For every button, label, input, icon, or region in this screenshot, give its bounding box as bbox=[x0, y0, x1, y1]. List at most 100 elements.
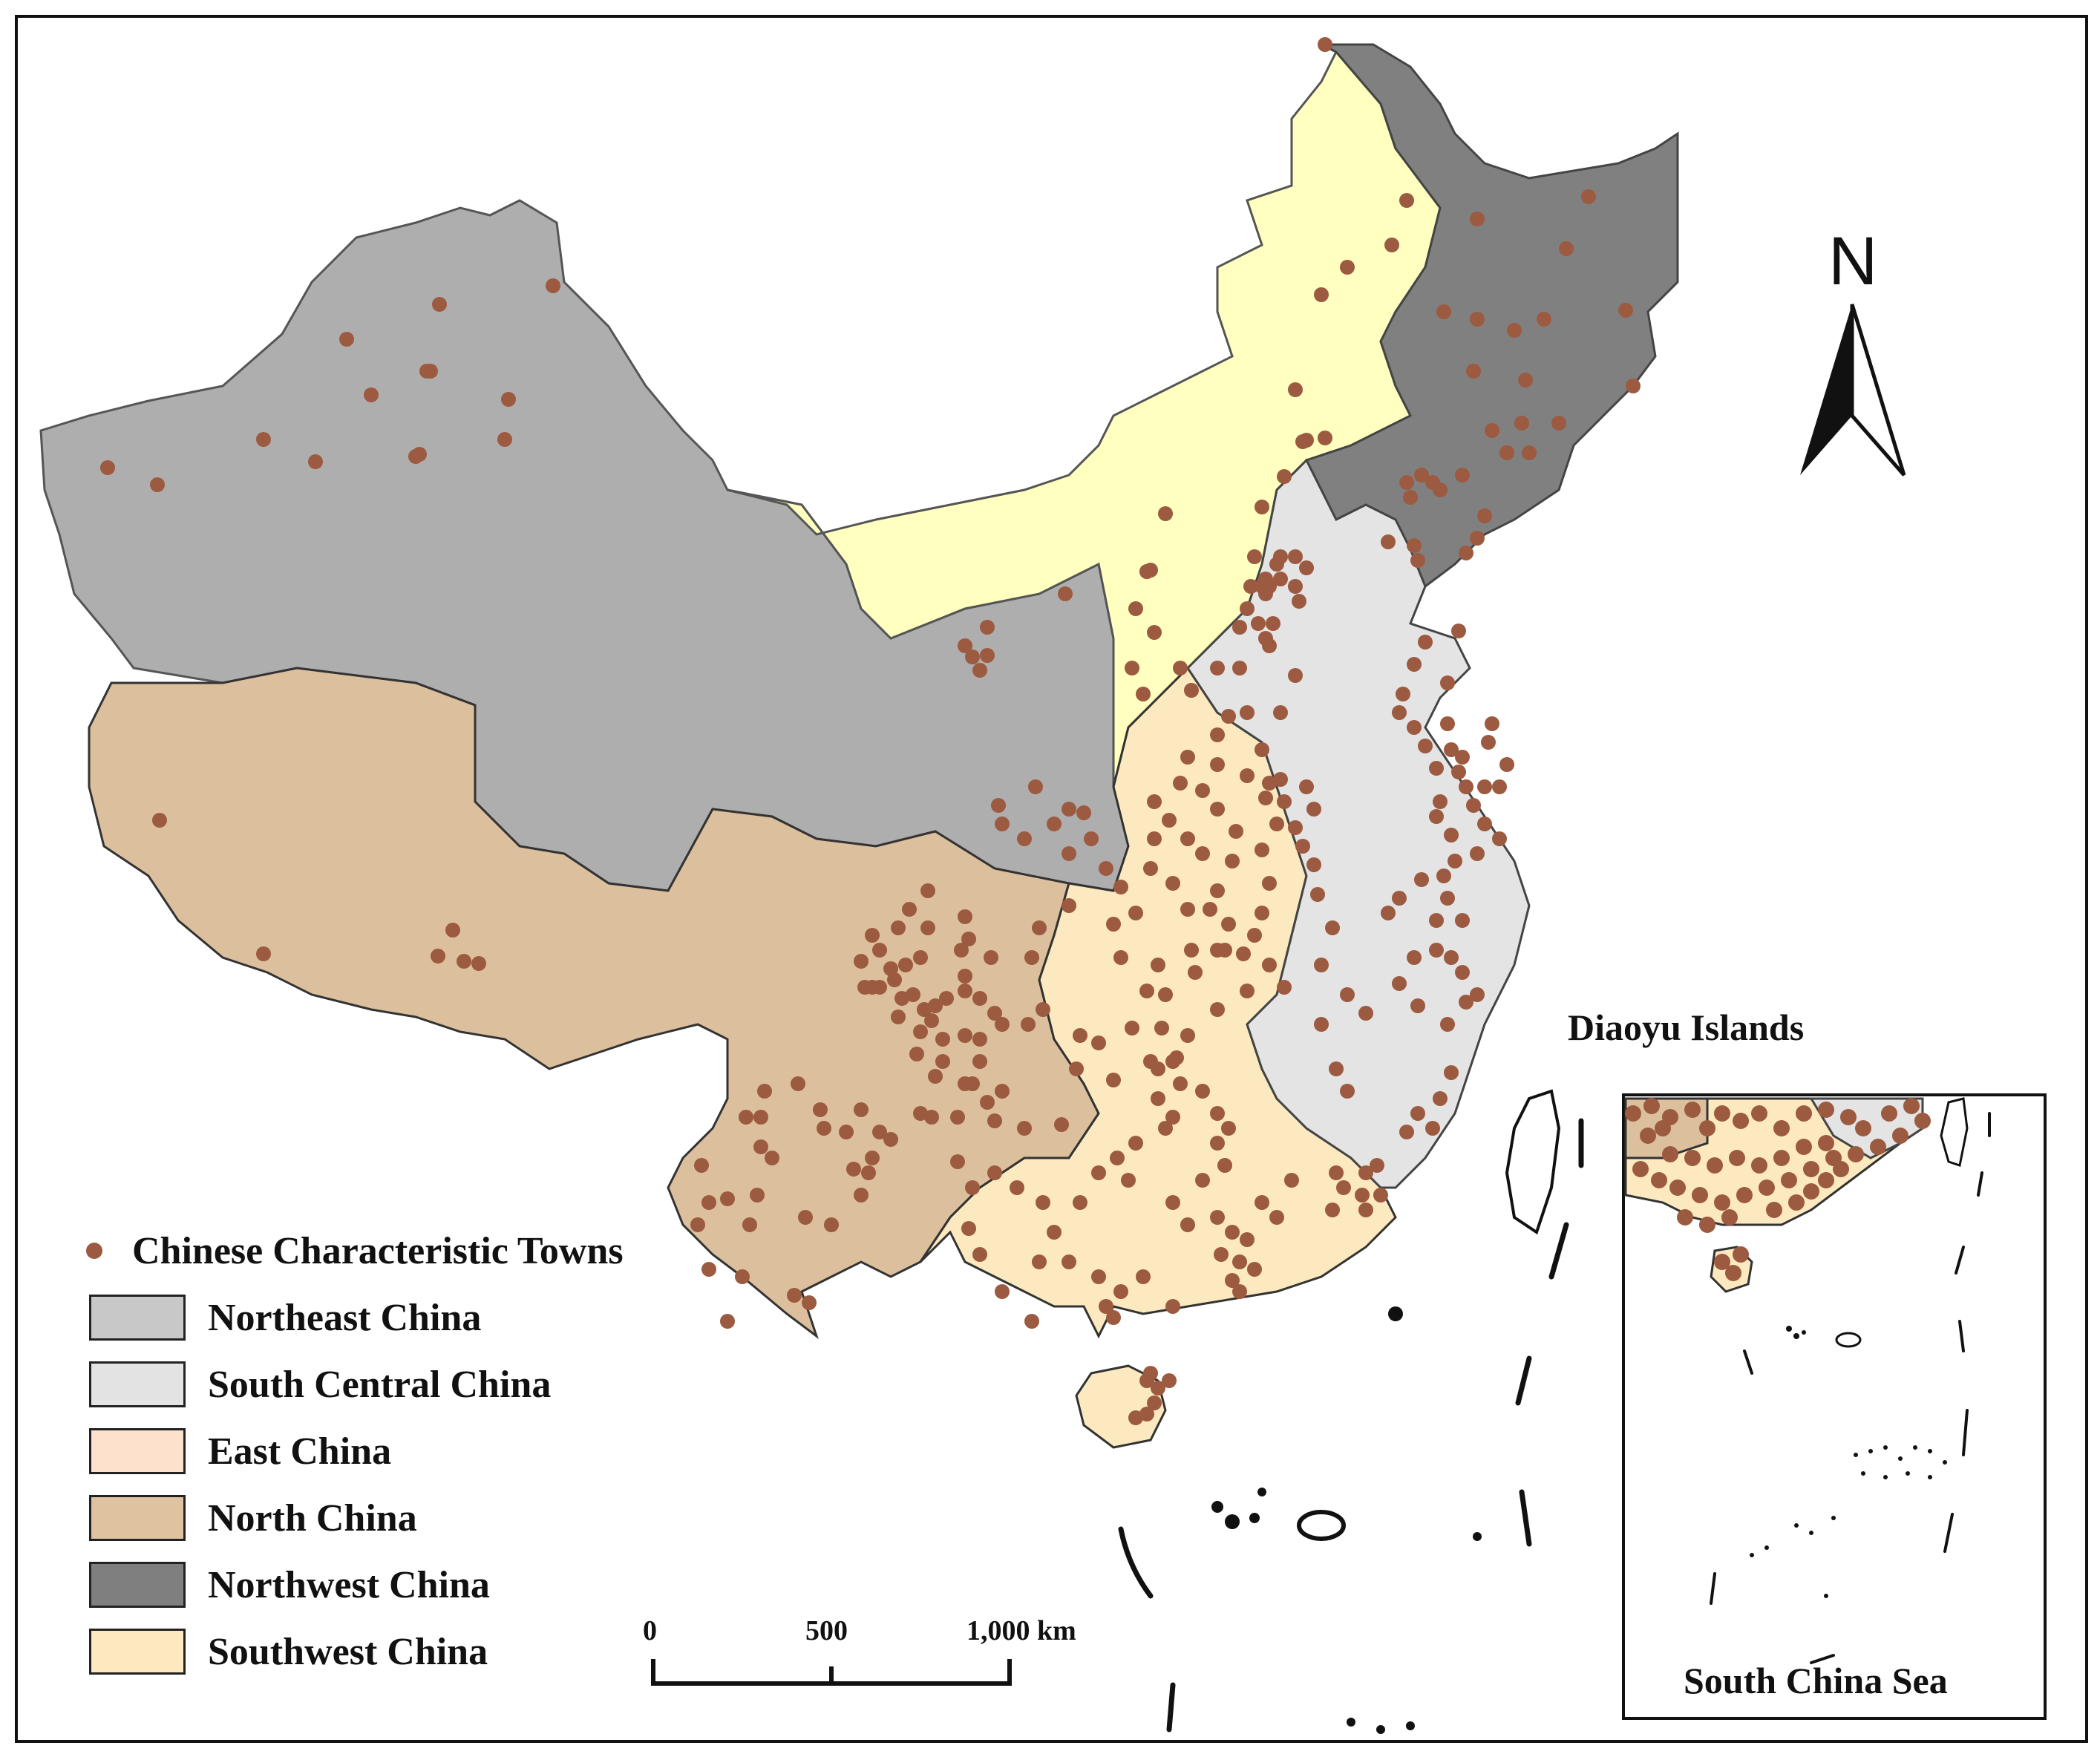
town-dot bbox=[787, 1288, 802, 1303]
town-dot bbox=[1551, 416, 1566, 431]
island-huangyan bbox=[1297, 1510, 1346, 1541]
town-dot bbox=[1358, 1006, 1373, 1021]
town-dot bbox=[928, 1069, 943, 1084]
town-dot bbox=[1165, 1299, 1180, 1314]
scale-tick-500: 500 bbox=[805, 1615, 848, 1646]
town-dot bbox=[1221, 709, 1236, 724]
town-dot bbox=[1028, 779, 1043, 794]
inset-town-dot bbox=[1640, 1128, 1656, 1144]
town-dot bbox=[1062, 802, 1076, 817]
town-dot bbox=[1455, 965, 1470, 980]
inset-town-dot bbox=[1684, 1102, 1701, 1118]
town-dot bbox=[1203, 902, 1217, 917]
town-dot bbox=[694, 1158, 709, 1173]
town-dot bbox=[1507, 323, 1522, 338]
inset-town-dot bbox=[1870, 1139, 1886, 1155]
town-dot bbox=[1036, 1002, 1050, 1017]
inset-town-dot bbox=[1796, 1105, 1812, 1122]
inset-town-dot bbox=[1788, 1194, 1805, 1211]
town-dot bbox=[1444, 950, 1459, 965]
north-arrow-icon bbox=[1800, 304, 1906, 477]
town-dot bbox=[1210, 1002, 1225, 1017]
inset-town-dot bbox=[1818, 1135, 1834, 1151]
town-dot bbox=[1470, 212, 1485, 226]
town-dot bbox=[1295, 839, 1310, 854]
town-dot bbox=[854, 1102, 869, 1117]
town-dot bbox=[1180, 831, 1195, 846]
town-dot bbox=[1232, 1254, 1247, 1269]
town-dot bbox=[1180, 1217, 1195, 1232]
town-dot bbox=[1173, 661, 1188, 675]
town-dot bbox=[423, 364, 438, 379]
south-china-sea-boundary bbox=[1118, 1118, 1584, 1733]
town-dot bbox=[1340, 987, 1355, 1002]
town-dot bbox=[987, 1165, 1002, 1180]
town-dot bbox=[1229, 824, 1243, 839]
town-dot bbox=[1448, 854, 1462, 868]
town-dot bbox=[1440, 891, 1455, 906]
inset-town-dot bbox=[1699, 1120, 1715, 1136]
town-dot bbox=[1151, 1091, 1165, 1106]
town-dot bbox=[701, 1195, 716, 1210]
town-dot bbox=[1217, 943, 1232, 958]
town-dot bbox=[1255, 1195, 1269, 1210]
town-dot bbox=[906, 987, 920, 1002]
inset-town-dot bbox=[1699, 1217, 1715, 1233]
legend-region-row: North China bbox=[67, 1485, 624, 1551]
town-dot bbox=[1414, 468, 1429, 482]
town-dot bbox=[913, 1106, 928, 1121]
town-dot bbox=[1292, 594, 1306, 609]
inset-town-dot bbox=[1669, 1179, 1686, 1196]
inset-town-dot bbox=[1881, 1105, 1897, 1122]
town-dot bbox=[256, 432, 271, 447]
legend-region-label: North China bbox=[208, 1496, 417, 1540]
legend-region-row: Northwest China bbox=[67, 1551, 624, 1618]
town-dot bbox=[1113, 1284, 1128, 1299]
town-dot bbox=[961, 1221, 976, 1236]
town-dot bbox=[902, 902, 917, 917]
north-arrow-label: N bbox=[1828, 223, 1878, 299]
town-dot bbox=[1021, 1017, 1036, 1032]
town-dot bbox=[1492, 779, 1507, 794]
town-dot bbox=[1429, 761, 1444, 776]
town-dot bbox=[1485, 423, 1499, 438]
town-dot bbox=[364, 387, 379, 402]
inset-town-dot bbox=[1714, 1194, 1730, 1211]
town-dot bbox=[839, 1125, 854, 1139]
town-dot bbox=[1407, 720, 1422, 735]
town-dot bbox=[1425, 1121, 1440, 1136]
town-dot bbox=[1410, 1106, 1425, 1121]
inset-town-dot bbox=[1892, 1128, 1908, 1144]
town-dot bbox=[1128, 1136, 1143, 1151]
inset-town-dot bbox=[1677, 1209, 1693, 1226]
town-dot bbox=[935, 1054, 950, 1069]
town-dot bbox=[995, 817, 1010, 831]
town-dot bbox=[958, 638, 972, 653]
town-dot bbox=[1451, 765, 1466, 779]
town-dot bbox=[1499, 757, 1514, 772]
town-dot bbox=[753, 1110, 768, 1125]
region-taiwan bbox=[1505, 1089, 1561, 1235]
town-dot bbox=[1306, 802, 1321, 817]
town-dot bbox=[457, 954, 471, 969]
town-dot bbox=[891, 1010, 906, 1024]
town-dot bbox=[909, 1047, 924, 1061]
town-dot bbox=[1306, 857, 1321, 872]
town-dot bbox=[720, 1191, 735, 1206]
town-dot bbox=[1247, 1262, 1262, 1277]
town-dot bbox=[1136, 687, 1151, 701]
legend-swatch bbox=[89, 1629, 186, 1675]
town-dot bbox=[1165, 876, 1180, 891]
legend-region-row: Southwest China bbox=[67, 1618, 624, 1685]
town-dot bbox=[1143, 1054, 1158, 1069]
town-dot bbox=[1440, 1017, 1455, 1032]
legend: Chinese Characteristic Towns Northeast C… bbox=[67, 1217, 624, 1685]
town-dot bbox=[965, 1076, 980, 1091]
legend-region-row: East China bbox=[67, 1418, 624, 1485]
town-dot bbox=[1407, 950, 1422, 965]
town-dot bbox=[1058, 586, 1073, 601]
town-dot bbox=[1154, 1021, 1169, 1035]
town-dot bbox=[1414, 872, 1429, 887]
town-dot bbox=[1032, 1254, 1047, 1269]
inset-town-dot bbox=[1721, 1209, 1738, 1226]
